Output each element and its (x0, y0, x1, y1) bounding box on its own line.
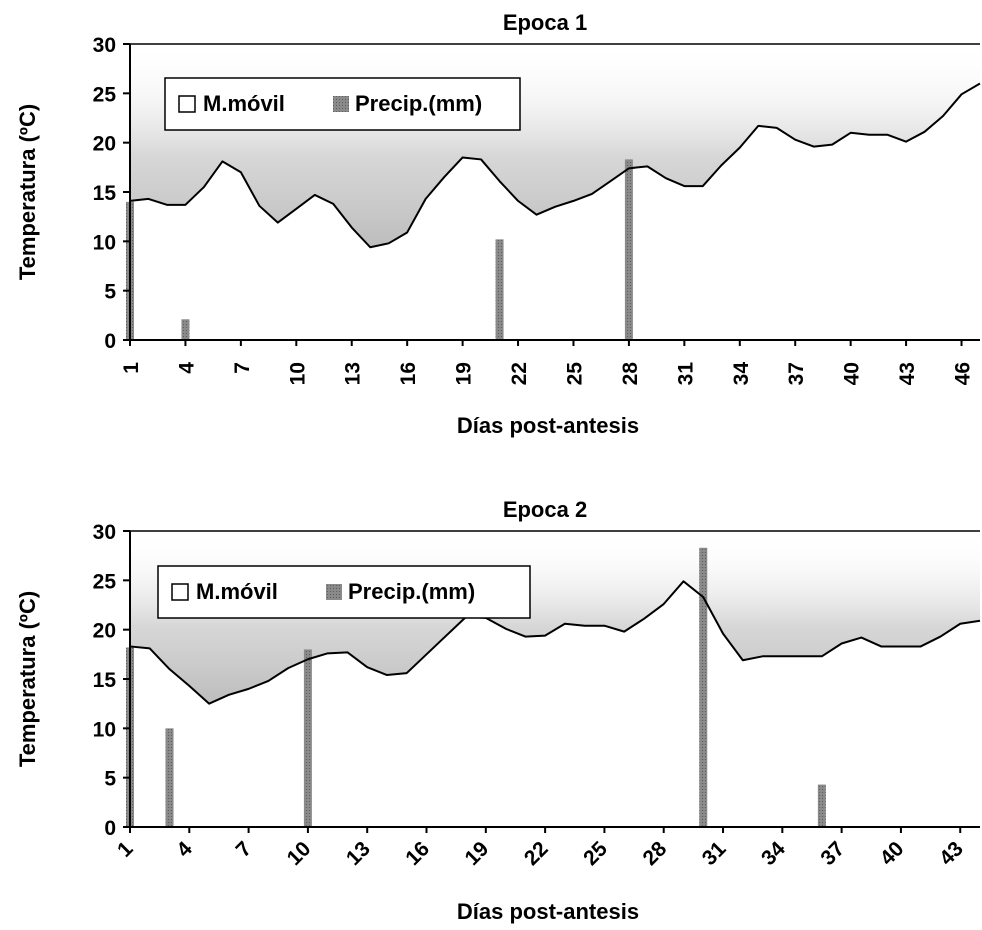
y-tick-label: 5 (104, 768, 116, 791)
y-tick-label: 20 (93, 133, 116, 156)
temperature-line (129, 580, 981, 705)
precip-bar (165, 728, 174, 827)
x-tick-label: 1 (113, 837, 138, 862)
y-tick-label: 25 (93, 83, 117, 106)
chart-title: Epoca 1 (503, 10, 587, 35)
precip-bar (181, 319, 190, 340)
legend-label: M.móvil (203, 91, 285, 116)
y-tick-label: 30 (93, 34, 116, 57)
x-tick-label: 28 (619, 362, 642, 386)
temperature-line (129, 82, 981, 249)
legend-label: Precip.(mm) (355, 91, 482, 116)
x-tick-label: 16 (397, 362, 420, 385)
precip-bar (303, 649, 312, 827)
y-tick-label: 10 (93, 718, 116, 741)
x-tick-label: 19 (461, 837, 494, 870)
legend-label: Precip.(mm) (348, 579, 475, 604)
shaded-area (130, 44, 980, 248)
x-tick-label: 1 (120, 362, 143, 374)
x-tick-label: 16 (401, 837, 434, 870)
legend-label: M.móvil (196, 579, 278, 604)
x-tick-label: 22 (520, 837, 553, 870)
y-axis-label: Temperatura (ºC) (15, 104, 40, 280)
x-axis-label: Días post-antesis (457, 899, 639, 924)
precip-bar (817, 784, 826, 827)
legend: M.móvil Precip.(mm) (157, 565, 531, 619)
x-tick-label: 43 (896, 362, 919, 385)
x-tick-label: 28 (638, 837, 671, 870)
y-tick-label: 20 (93, 620, 116, 643)
legend: M.móvil Precip.(mm) (164, 77, 521, 131)
chart-title: Epoca 2 (503, 497, 587, 522)
x-tick-label: 19 (453, 362, 476, 385)
y-tick-label: 15 (93, 182, 117, 205)
x-tick-label: 4 (172, 837, 197, 862)
precip-bar (699, 547, 708, 827)
x-tick-label: 25 (579, 837, 612, 870)
legend-swatch-bar (326, 584, 342, 600)
legend-swatch-line (178, 95, 196, 113)
x-axis-label: Días post-antesis (457, 413, 639, 438)
x-tick-label: 34 (730, 362, 753, 386)
x-tick-label: 34 (757, 837, 790, 870)
legend-swatch-bar (333, 96, 349, 112)
x-tick-label: 13 (342, 362, 365, 385)
x-tick-label: 43 (935, 837, 968, 870)
chart-1: 0 5 10 15 20 25 30 1 4 7 10 13 16 19 22 25 28 31 34 37 40 43 4… (15, 10, 981, 438)
y-tick-label: 15 (93, 669, 117, 692)
x-tick-label: 7 (231, 362, 254, 374)
x-tick-label: 31 (674, 362, 697, 386)
y-tick-label: 30 (93, 521, 116, 544)
x-tick-label: 37 (816, 837, 849, 870)
x-tick-label: 10 (286, 362, 309, 385)
x-tick-label: 31 (698, 837, 731, 870)
x-tick-label: 10 (283, 837, 316, 870)
x-tick-label: 46 (952, 362, 975, 385)
y-axis-label: Temperatura (ºC) (15, 591, 40, 767)
chart-2: 0 5 10 15 20 25 30 1 4 7 10 13 16 19 22 25 28 31 34 37 40 43 E… (15, 497, 981, 924)
x-tick-label: 25 (563, 362, 586, 386)
x-tick-label: 13 (342, 837, 375, 870)
y-tick-label: 0 (104, 817, 116, 840)
x-tick-label: 40 (841, 362, 864, 385)
precip-bar (624, 159, 633, 340)
y-tick-label: 25 (93, 570, 117, 593)
x-tick-label: 37 (785, 362, 808, 385)
y-tick-label: 0 (104, 330, 116, 353)
y-tick-label: 10 (93, 231, 116, 254)
x-tick-label: 4 (175, 362, 198, 374)
x-tick-label: 40 (876, 837, 909, 870)
x-tick-label: 7 (232, 837, 257, 862)
legend-swatch-line (171, 583, 189, 601)
x-tick-label: 22 (508, 362, 531, 385)
precip-bar (495, 239, 504, 340)
legend-box (157, 565, 531, 619)
y-tick-label: 5 (104, 281, 116, 304)
